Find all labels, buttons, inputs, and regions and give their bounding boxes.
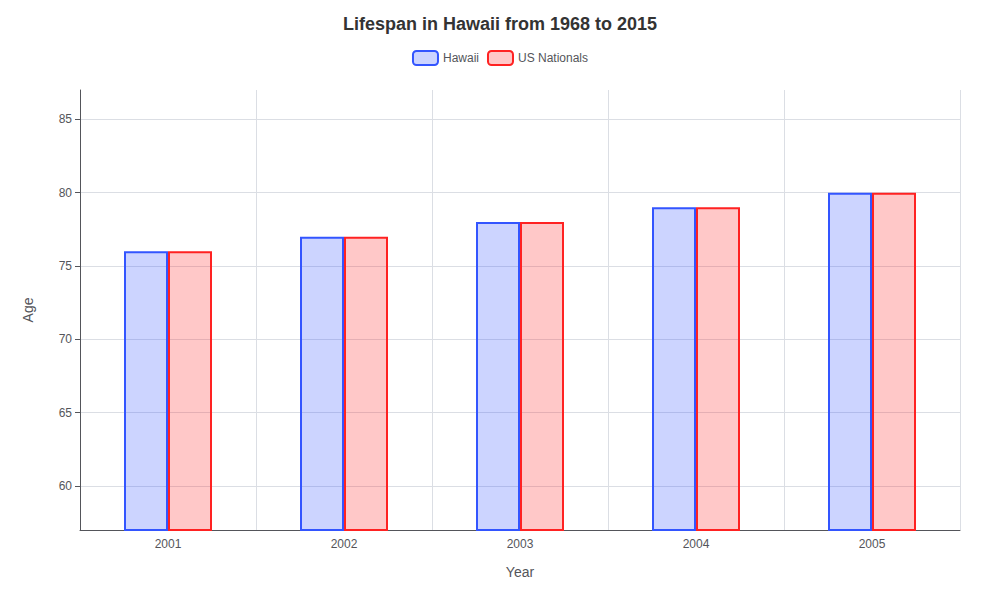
svg-text:Age: Age — [20, 297, 36, 322]
svg-text:US Nationals: US Nationals — [518, 51, 588, 65]
svg-text:60: 60 — [59, 479, 73, 493]
svg-text:Lifespan in Hawaii from 1968 t: Lifespan in Hawaii from 1968 to 2015 — [343, 14, 657, 34]
svg-text:2005: 2005 — [859, 537, 886, 551]
svg-text:Year: Year — [506, 564, 535, 580]
svg-text:80: 80 — [59, 186, 73, 200]
svg-text:2003: 2003 — [507, 537, 534, 551]
svg-text:75: 75 — [59, 259, 73, 273]
svg-text:65: 65 — [59, 406, 73, 420]
svg-text:85: 85 — [59, 112, 73, 126]
svg-text:2001: 2001 — [155, 537, 182, 551]
svg-text:2002: 2002 — [331, 537, 358, 551]
svg-text:70: 70 — [59, 332, 73, 346]
svg-text:Hawaii: Hawaii — [443, 51, 479, 65]
svg-text:2004: 2004 — [683, 537, 710, 551]
